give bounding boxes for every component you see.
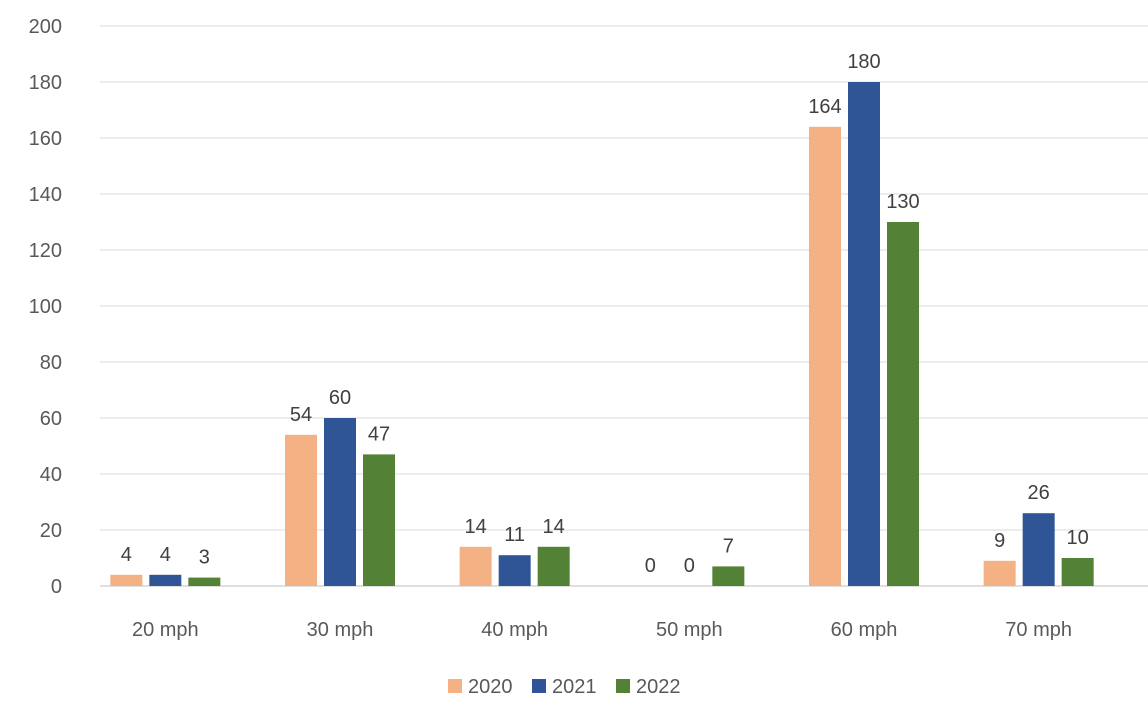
category-label: 30 mph [307, 619, 374, 641]
bar-2020-70-mph [983, 560, 1016, 586]
bars [110, 82, 1094, 587]
data-label: 14 [543, 516, 565, 538]
bar-2021-40-mph [498, 555, 531, 586]
data-label: 26 [1028, 482, 1050, 504]
category-label: 70 mph [1005, 619, 1072, 641]
data-label: 7 [723, 535, 734, 557]
legend: 2020 2021 2022 [448, 676, 681, 698]
category-label: 60 mph [831, 619, 898, 641]
y-tick-label: 200 [29, 16, 62, 38]
y-tick-label: 160 [29, 128, 62, 150]
legend-swatch [532, 679, 546, 693]
y-tick-label: 40 [40, 464, 62, 486]
y-tick-label: 140 [29, 184, 62, 206]
y-tick-label: 0 [51, 576, 62, 598]
category-label: 40 mph [481, 619, 548, 641]
x-axis-categories: 20 mph 30 mph 40 mph 50 mph 60 mph 70 mph [132, 619, 1072, 641]
y-tick-label: 60 [40, 408, 62, 430]
legend-item: 2021 [532, 676, 597, 698]
bar-2020-60-mph [809, 126, 841, 587]
legend-swatch [616, 679, 630, 693]
y-tick-label: 120 [29, 240, 62, 262]
bar-2020-30-mph [285, 434, 317, 586]
bar-2022-70-mph [1061, 558, 1094, 586]
y-tick-label: 20 [40, 520, 62, 542]
category-label: 50 mph [656, 619, 723, 641]
data-label: 14 [465, 516, 487, 538]
data-label: 11 [504, 524, 525, 546]
legend-swatch [448, 679, 462, 693]
category-label: 20 mph [132, 619, 199, 641]
data-label: 3 [199, 547, 210, 569]
legend-label: 2021 [552, 676, 597, 698]
bar-2022-20-mph [188, 577, 221, 586]
data-label: 47 [368, 423, 390, 445]
data-label: 164 [808, 96, 841, 118]
bar-2021-30-mph [324, 418, 356, 586]
gridlines [100, 25, 1148, 587]
legend-label: 2022 [636, 676, 681, 698]
data-label: 54 [290, 404, 312, 426]
bar-2022-50-mph [712, 566, 745, 586]
y-tick-label: 180 [29, 72, 62, 94]
y-axis-ticks: 0 20 40 60 80 100 120 140 160 180 200 [29, 16, 62, 598]
bar-2022-30-mph [363, 454, 395, 586]
data-label: 10 [1067, 527, 1089, 549]
y-tick-label: 100 [29, 296, 62, 318]
data-label: 0 [645, 555, 656, 577]
bar-2020-20-mph [110, 574, 143, 586]
data-labels: 4 4 3 54 60 47 14 11 14 0 0 7 164 180 130 9 26 10 [121, 51, 1089, 577]
bar-2022-40-mph [537, 546, 570, 586]
data-label: 0 [684, 555, 695, 577]
data-label: 60 [329, 387, 351, 409]
data-label: 130 [886, 191, 919, 213]
legend-label: 2020 [468, 676, 513, 698]
data-label: 9 [994, 530, 1005, 552]
bar-2021-20-mph [149, 574, 182, 586]
legend-item: 2020 [448, 676, 513, 698]
bar-2021-70-mph [1022, 513, 1055, 586]
data-label: 4 [160, 544, 171, 566]
legend-item: 2022 [616, 676, 681, 698]
data-label: 4 [121, 544, 132, 566]
bar-2020-40-mph [459, 546, 492, 586]
data-label: 180 [847, 51, 880, 73]
bar-2021-60-mph [848, 82, 880, 586]
bar-2022-60-mph [887, 222, 919, 586]
y-tick-label: 80 [40, 352, 62, 374]
